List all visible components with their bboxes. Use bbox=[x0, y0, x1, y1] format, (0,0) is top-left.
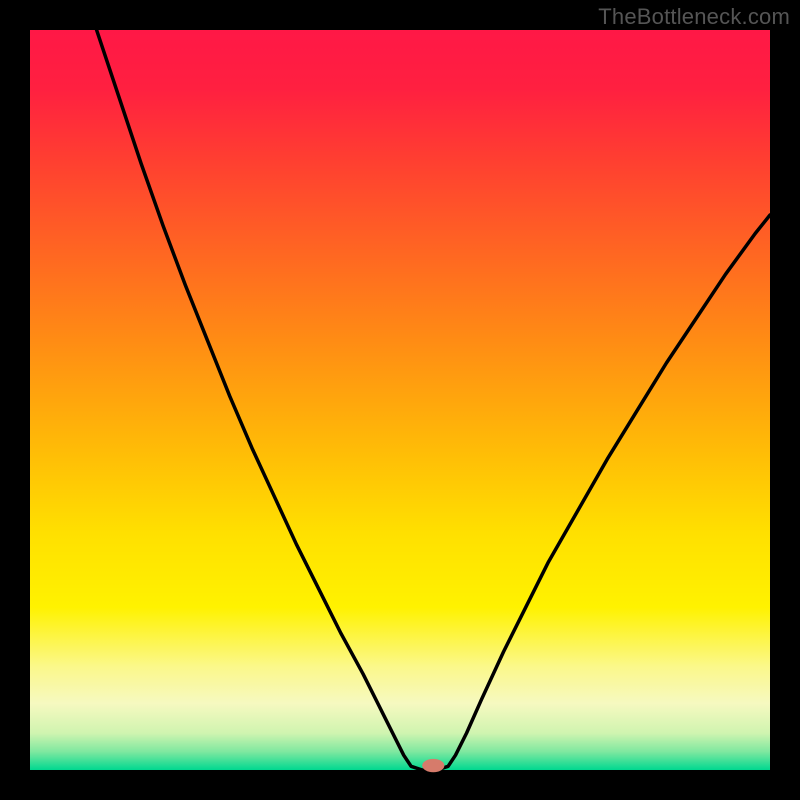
bottleneck-chart bbox=[0, 0, 800, 800]
plot-background bbox=[30, 30, 770, 770]
optimal-point-marker bbox=[422, 759, 444, 772]
chart-container: TheBottleneck.com bbox=[0, 0, 800, 800]
watermark-label: TheBottleneck.com bbox=[598, 4, 790, 30]
